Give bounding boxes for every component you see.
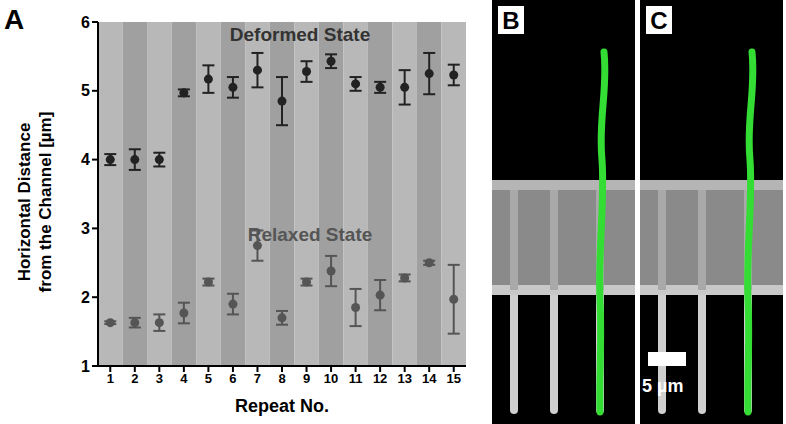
svg-text:12: 12 xyxy=(373,371,387,386)
svg-text:4: 4 xyxy=(180,371,188,386)
html-text:Relaxed State: Relaxed State xyxy=(247,224,373,245)
svg-text:Repeat No.: Repeat No. xyxy=(235,396,329,416)
svg-text:C: C xyxy=(650,7,667,34)
html-text:Horizontal Distance: Horizontal Distance xyxy=(15,122,34,282)
svg-text:5: 5 xyxy=(205,371,212,386)
svg-text:2: 2 xyxy=(131,371,138,386)
svg-text:8: 8 xyxy=(278,371,285,386)
html-text:from the Channel [µm]: from the Channel [µm] xyxy=(36,111,55,293)
svg-text:B: B xyxy=(502,7,519,34)
svg-text:13: 13 xyxy=(397,371,411,386)
svg-text:7: 7 xyxy=(254,371,261,386)
svg-text:5: 5 xyxy=(81,82,90,99)
svg-text:3: 3 xyxy=(81,220,90,237)
svg-text:4: 4 xyxy=(81,151,90,168)
svg-text:6: 6 xyxy=(229,371,236,386)
svg-text:14: 14 xyxy=(422,371,437,386)
svg-text:15: 15 xyxy=(446,371,460,386)
svg-text:11: 11 xyxy=(349,371,363,386)
svg-text:3: 3 xyxy=(156,371,163,386)
svg-text:6: 6 xyxy=(81,14,90,31)
svg-text:9: 9 xyxy=(303,371,310,386)
html-text:A: A xyxy=(4,4,25,35)
svg-text:10: 10 xyxy=(324,371,338,386)
svg-text:2: 2 xyxy=(81,289,90,306)
svg-text:1: 1 xyxy=(81,358,90,375)
svg-text:5 µm: 5 µm xyxy=(642,376,683,396)
svg-text:1: 1 xyxy=(107,371,114,386)
html-text:Deformed State: Deformed State xyxy=(229,24,371,45)
